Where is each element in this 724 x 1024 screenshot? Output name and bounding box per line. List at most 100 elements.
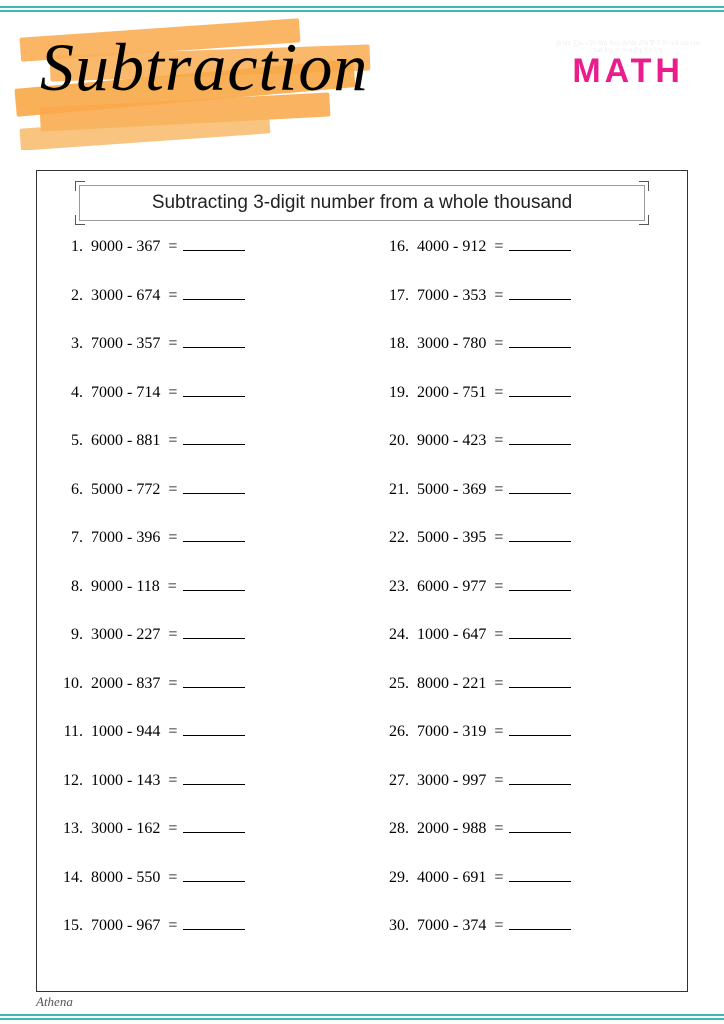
answer-blank[interactable] (183, 480, 245, 494)
problem-number: 10. (61, 675, 87, 693)
problem-expression: 3000 - 162 = (87, 820, 181, 838)
math-badge: ∫x²dx ∑aₙ √2π lim f(x) dy/dx ∂²u ∇·F θ=π… (572, 52, 684, 91)
answer-blank[interactable] (183, 383, 245, 397)
problem-number: 29. (387, 869, 413, 887)
bottom-accent-border (0, 1014, 724, 1018)
answer-blank[interactable] (509, 431, 571, 445)
problem-number: 20. (387, 432, 413, 450)
problem-row: 10. 2000 - 837 = (61, 674, 337, 723)
problem-expression: 7000 - 374 = (413, 917, 507, 935)
problem-row: 4. 7000 - 714 = (61, 383, 337, 432)
answer-blank[interactable] (509, 480, 571, 494)
problem-expression: 7000 - 396 = (87, 529, 181, 547)
problem-row: 16. 4000 - 912 = (387, 237, 663, 286)
answer-blank[interactable] (509, 383, 571, 397)
answer-blank[interactable] (509, 625, 571, 639)
answer-blank[interactable] (509, 334, 571, 348)
answer-blank[interactable] (183, 916, 245, 930)
problem-row: 21. 5000 - 369 = (387, 480, 663, 529)
subtitle-frame: Subtracting 3-digit number from a whole … (79, 185, 645, 221)
answer-blank[interactable] (183, 625, 245, 639)
answer-blank[interactable] (509, 237, 571, 251)
problem-row: 18. 3000 - 780 = (387, 334, 663, 383)
problem-expression: 5000 - 369 = (413, 481, 507, 499)
problem-number: 24. (387, 626, 413, 644)
problem-expression: 2000 - 988 = (413, 820, 507, 838)
answer-blank[interactable] (509, 528, 571, 542)
problem-expression: 7000 - 357 = (87, 335, 181, 353)
problem-expression: 4000 - 691 = (413, 869, 507, 887)
problem-number: 17. (387, 287, 413, 305)
problems-column-left: 1. 9000 - 367 = 2. 3000 - 674 = 3. 7000 … (61, 237, 337, 965)
problem-expression: 7000 - 714 = (87, 384, 181, 402)
header: Subtraction ∫x²dx ∑aₙ √2π lim f(x) dy/dx… (0, 0, 724, 150)
problem-number: 27. (387, 772, 413, 790)
answer-blank[interactable] (183, 674, 245, 688)
problem-number: 28. (387, 820, 413, 838)
problem-number: 4. (61, 384, 87, 402)
problem-number: 11. (61, 723, 87, 741)
answer-blank[interactable] (183, 237, 245, 251)
answer-blank[interactable] (509, 286, 571, 300)
problem-row: 27. 3000 - 997 = (387, 771, 663, 820)
problem-number: 3. (61, 335, 87, 353)
worksheet-subtitle: Subtracting 3-digit number from a whole … (79, 185, 645, 221)
problem-number: 12. (61, 772, 87, 790)
problem-number: 1. (61, 238, 87, 256)
problem-row: 24. 1000 - 647 = (387, 625, 663, 674)
problem-expression: 5000 - 395 = (413, 529, 507, 547)
problem-expression: 7000 - 353 = (413, 287, 507, 305)
author-signature: Athena (36, 994, 73, 1010)
answer-blank[interactable] (183, 771, 245, 785)
problem-number: 8. (61, 578, 87, 596)
problem-expression: 2000 - 837 = (87, 675, 181, 693)
problem-row: 5. 6000 - 881 = (61, 431, 337, 480)
problem-number: 18. (387, 335, 413, 353)
problem-expression: 5000 - 772 = (87, 481, 181, 499)
answer-blank[interactable] (183, 528, 245, 542)
problem-expression: 6000 - 881 = (87, 432, 181, 450)
problem-expression: 9000 - 423 = (413, 432, 507, 450)
problem-number: 23. (387, 578, 413, 596)
answer-blank[interactable] (509, 819, 571, 833)
problem-row: 17. 7000 - 353 = (387, 286, 663, 335)
problem-row: 13. 3000 - 162 = (61, 819, 337, 868)
problem-number: 30. (387, 917, 413, 935)
problem-expression: 3000 - 227 = (87, 626, 181, 644)
problem-row: 15. 7000 - 967 = (61, 916, 337, 965)
problem-row: 23. 6000 - 977 = (387, 577, 663, 626)
problem-expression: 8000 - 221 = (413, 675, 507, 693)
problem-row: 11. 1000 - 944 = (61, 722, 337, 771)
answer-blank[interactable] (509, 868, 571, 882)
answer-blank[interactable] (183, 334, 245, 348)
problem-expression: 8000 - 550 = (87, 869, 181, 887)
problem-number: 13. (61, 820, 87, 838)
problem-row: 14. 8000 - 550 = (61, 868, 337, 917)
problem-row: 29. 4000 - 691 = (387, 868, 663, 917)
problem-expression: 3000 - 674 = (87, 287, 181, 305)
problem-row: 26. 7000 - 319 = (387, 722, 663, 771)
answer-blank[interactable] (183, 819, 245, 833)
answer-blank[interactable] (509, 771, 571, 785)
answer-blank[interactable] (183, 431, 245, 445)
answer-blank[interactable] (509, 722, 571, 736)
problem-number: 9. (61, 626, 87, 644)
answer-blank[interactable] (509, 577, 571, 591)
answer-blank[interactable] (183, 722, 245, 736)
answer-blank[interactable] (509, 916, 571, 930)
problem-row: 12. 1000 - 143 = (61, 771, 337, 820)
math-badge-text: MATH (572, 52, 684, 91)
problem-expression: 1000 - 647 = (413, 626, 507, 644)
problem-number: 22. (387, 529, 413, 547)
answer-blank[interactable] (183, 577, 245, 591)
problem-number: 15. (61, 917, 87, 935)
answer-blank[interactable] (509, 674, 571, 688)
problem-row: 6. 5000 - 772 = (61, 480, 337, 529)
worksheet-container: Subtracting 3-digit number from a whole … (36, 170, 688, 992)
problem-row: 25. 8000 - 221 = (387, 674, 663, 723)
problem-row: 8. 9000 - 118 = (61, 577, 337, 626)
problem-row: 1. 9000 - 367 = (61, 237, 337, 286)
answer-blank[interactable] (183, 868, 245, 882)
problem-row: 3. 7000 - 357 = (61, 334, 337, 383)
answer-blank[interactable] (183, 286, 245, 300)
